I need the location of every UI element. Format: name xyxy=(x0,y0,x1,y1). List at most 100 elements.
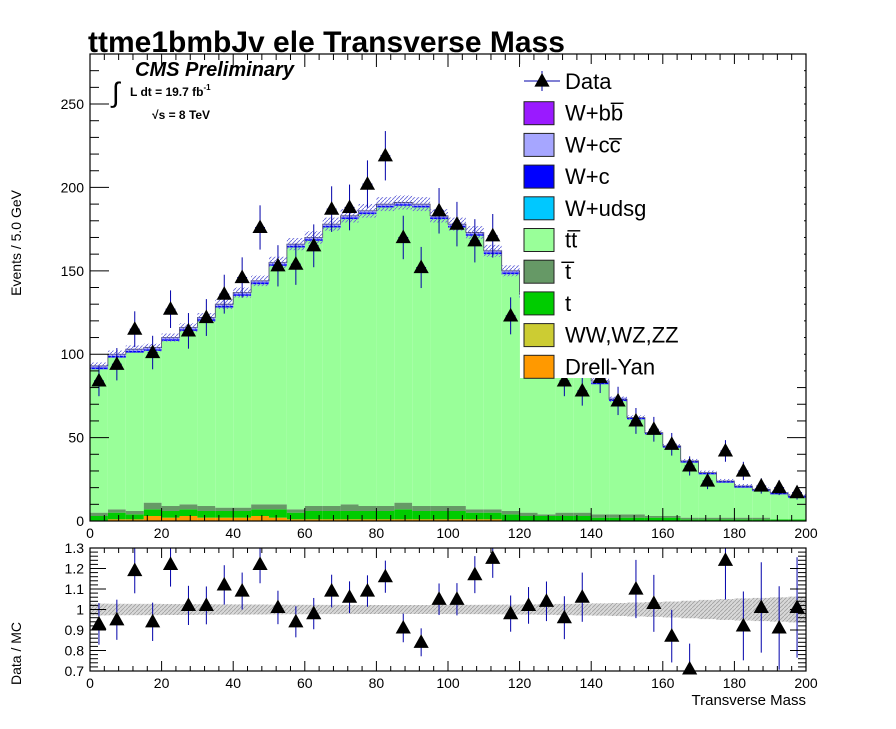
legend-marker xyxy=(534,73,550,87)
stack-bar xyxy=(465,512,484,520)
stack-bar xyxy=(286,509,305,513)
stack-bar xyxy=(698,519,717,521)
stack-bar xyxy=(644,515,663,518)
data-point xyxy=(198,309,214,324)
stack-bar xyxy=(680,462,699,518)
stack-bar xyxy=(161,340,180,506)
stack-bar xyxy=(412,519,431,521)
stack-bar xyxy=(269,509,287,518)
ratio-band-bin xyxy=(483,604,502,615)
data-point xyxy=(503,307,519,322)
legend-label: W+bb̅ xyxy=(565,101,624,126)
legend-swatch xyxy=(523,101,555,126)
ratio-point xyxy=(377,568,393,583)
main-ylabel: Events / 5.0 GeV xyxy=(8,189,24,295)
stack-bar xyxy=(197,517,216,521)
stack-bar xyxy=(179,504,198,510)
stack-bar xyxy=(107,357,126,510)
x-tick-label: 100 xyxy=(436,675,460,691)
stack-bar xyxy=(412,207,431,506)
x-tick-label: 140 xyxy=(580,525,604,541)
ratio-point xyxy=(431,591,447,605)
x-tick-label: 180 xyxy=(723,675,747,691)
data-point xyxy=(324,201,340,215)
stack-bar xyxy=(358,214,377,506)
data-point xyxy=(735,462,751,477)
data-point xyxy=(359,176,376,190)
mc-uncertainty-bin xyxy=(394,195,413,210)
stack-bar xyxy=(448,510,466,520)
data-point xyxy=(771,479,787,494)
stack-bar xyxy=(233,507,252,511)
ratio-band-bin xyxy=(394,605,413,614)
ratio-band-bin xyxy=(322,604,341,615)
data-point xyxy=(574,382,590,397)
cms-label: CMS Preliminary xyxy=(135,59,295,81)
stack-bar xyxy=(734,517,753,520)
data-point xyxy=(109,356,125,370)
data-point xyxy=(234,269,250,284)
y-tick-label: 1.2 xyxy=(65,561,85,577)
ratio-point xyxy=(341,589,358,603)
ratio-point xyxy=(270,599,286,614)
stack-bar xyxy=(358,510,377,520)
x-tick-label: 180 xyxy=(723,525,747,541)
stack-bar xyxy=(680,519,699,521)
stack-bar xyxy=(698,517,717,520)
stack-bar xyxy=(340,504,359,511)
x-tick-label: 160 xyxy=(651,525,675,541)
ratio-point xyxy=(646,595,662,609)
y-tick-label: 50 xyxy=(68,430,84,446)
ratio-point xyxy=(324,583,340,597)
stack-bar xyxy=(215,517,234,521)
data-point xyxy=(252,219,268,234)
stack-bar xyxy=(591,517,610,521)
ratio-band-bin xyxy=(609,602,627,617)
x-tick-label: 60 xyxy=(297,525,313,541)
lumi-exponent: -1 xyxy=(203,83,211,92)
stack-bar xyxy=(734,487,753,518)
stack-bar xyxy=(537,515,556,521)
x-tick-label: 40 xyxy=(225,675,241,691)
mc-stack-layer xyxy=(90,202,806,521)
legend-box xyxy=(520,64,804,378)
data-point xyxy=(377,147,393,162)
stack-bar xyxy=(519,515,538,521)
legend-label: W+c xyxy=(565,164,610,189)
ratio-point xyxy=(395,619,411,634)
ratio-point xyxy=(288,613,304,628)
stack-bar xyxy=(501,274,520,511)
ratio-point xyxy=(556,609,572,624)
y-tick-label: 100 xyxy=(61,346,85,362)
stack-bar xyxy=(501,510,520,515)
x-tick-label: 60 xyxy=(297,675,313,691)
data-point xyxy=(646,421,662,435)
x-tick-label: 40 xyxy=(225,525,241,541)
y-tick-label: 0.7 xyxy=(65,663,85,679)
stack-bar xyxy=(788,497,806,520)
ratio-band-bin xyxy=(251,604,269,615)
stack-bar xyxy=(304,505,323,511)
stack-bar xyxy=(591,514,610,518)
legend-swatch xyxy=(523,196,555,221)
stack-bar xyxy=(90,369,108,513)
x-tick-label: 20 xyxy=(154,675,170,691)
stack-bar xyxy=(304,240,323,506)
stack-bar xyxy=(358,505,377,511)
stack-bar xyxy=(394,519,413,521)
stack-bar xyxy=(233,517,252,521)
stack-bar xyxy=(286,512,305,520)
stack-bar xyxy=(465,509,484,513)
stack-bar xyxy=(627,514,645,518)
ratio-band-bin xyxy=(161,603,180,616)
stack-bar xyxy=(143,509,162,516)
data-point xyxy=(127,321,143,335)
stack-bar xyxy=(143,515,162,521)
ratio-point xyxy=(753,599,769,614)
ratio-point xyxy=(359,583,376,597)
y-tick-label: 150 xyxy=(61,263,85,279)
legend-swatch xyxy=(523,323,555,348)
stack-bar xyxy=(573,512,592,516)
stack-bar xyxy=(340,510,359,520)
